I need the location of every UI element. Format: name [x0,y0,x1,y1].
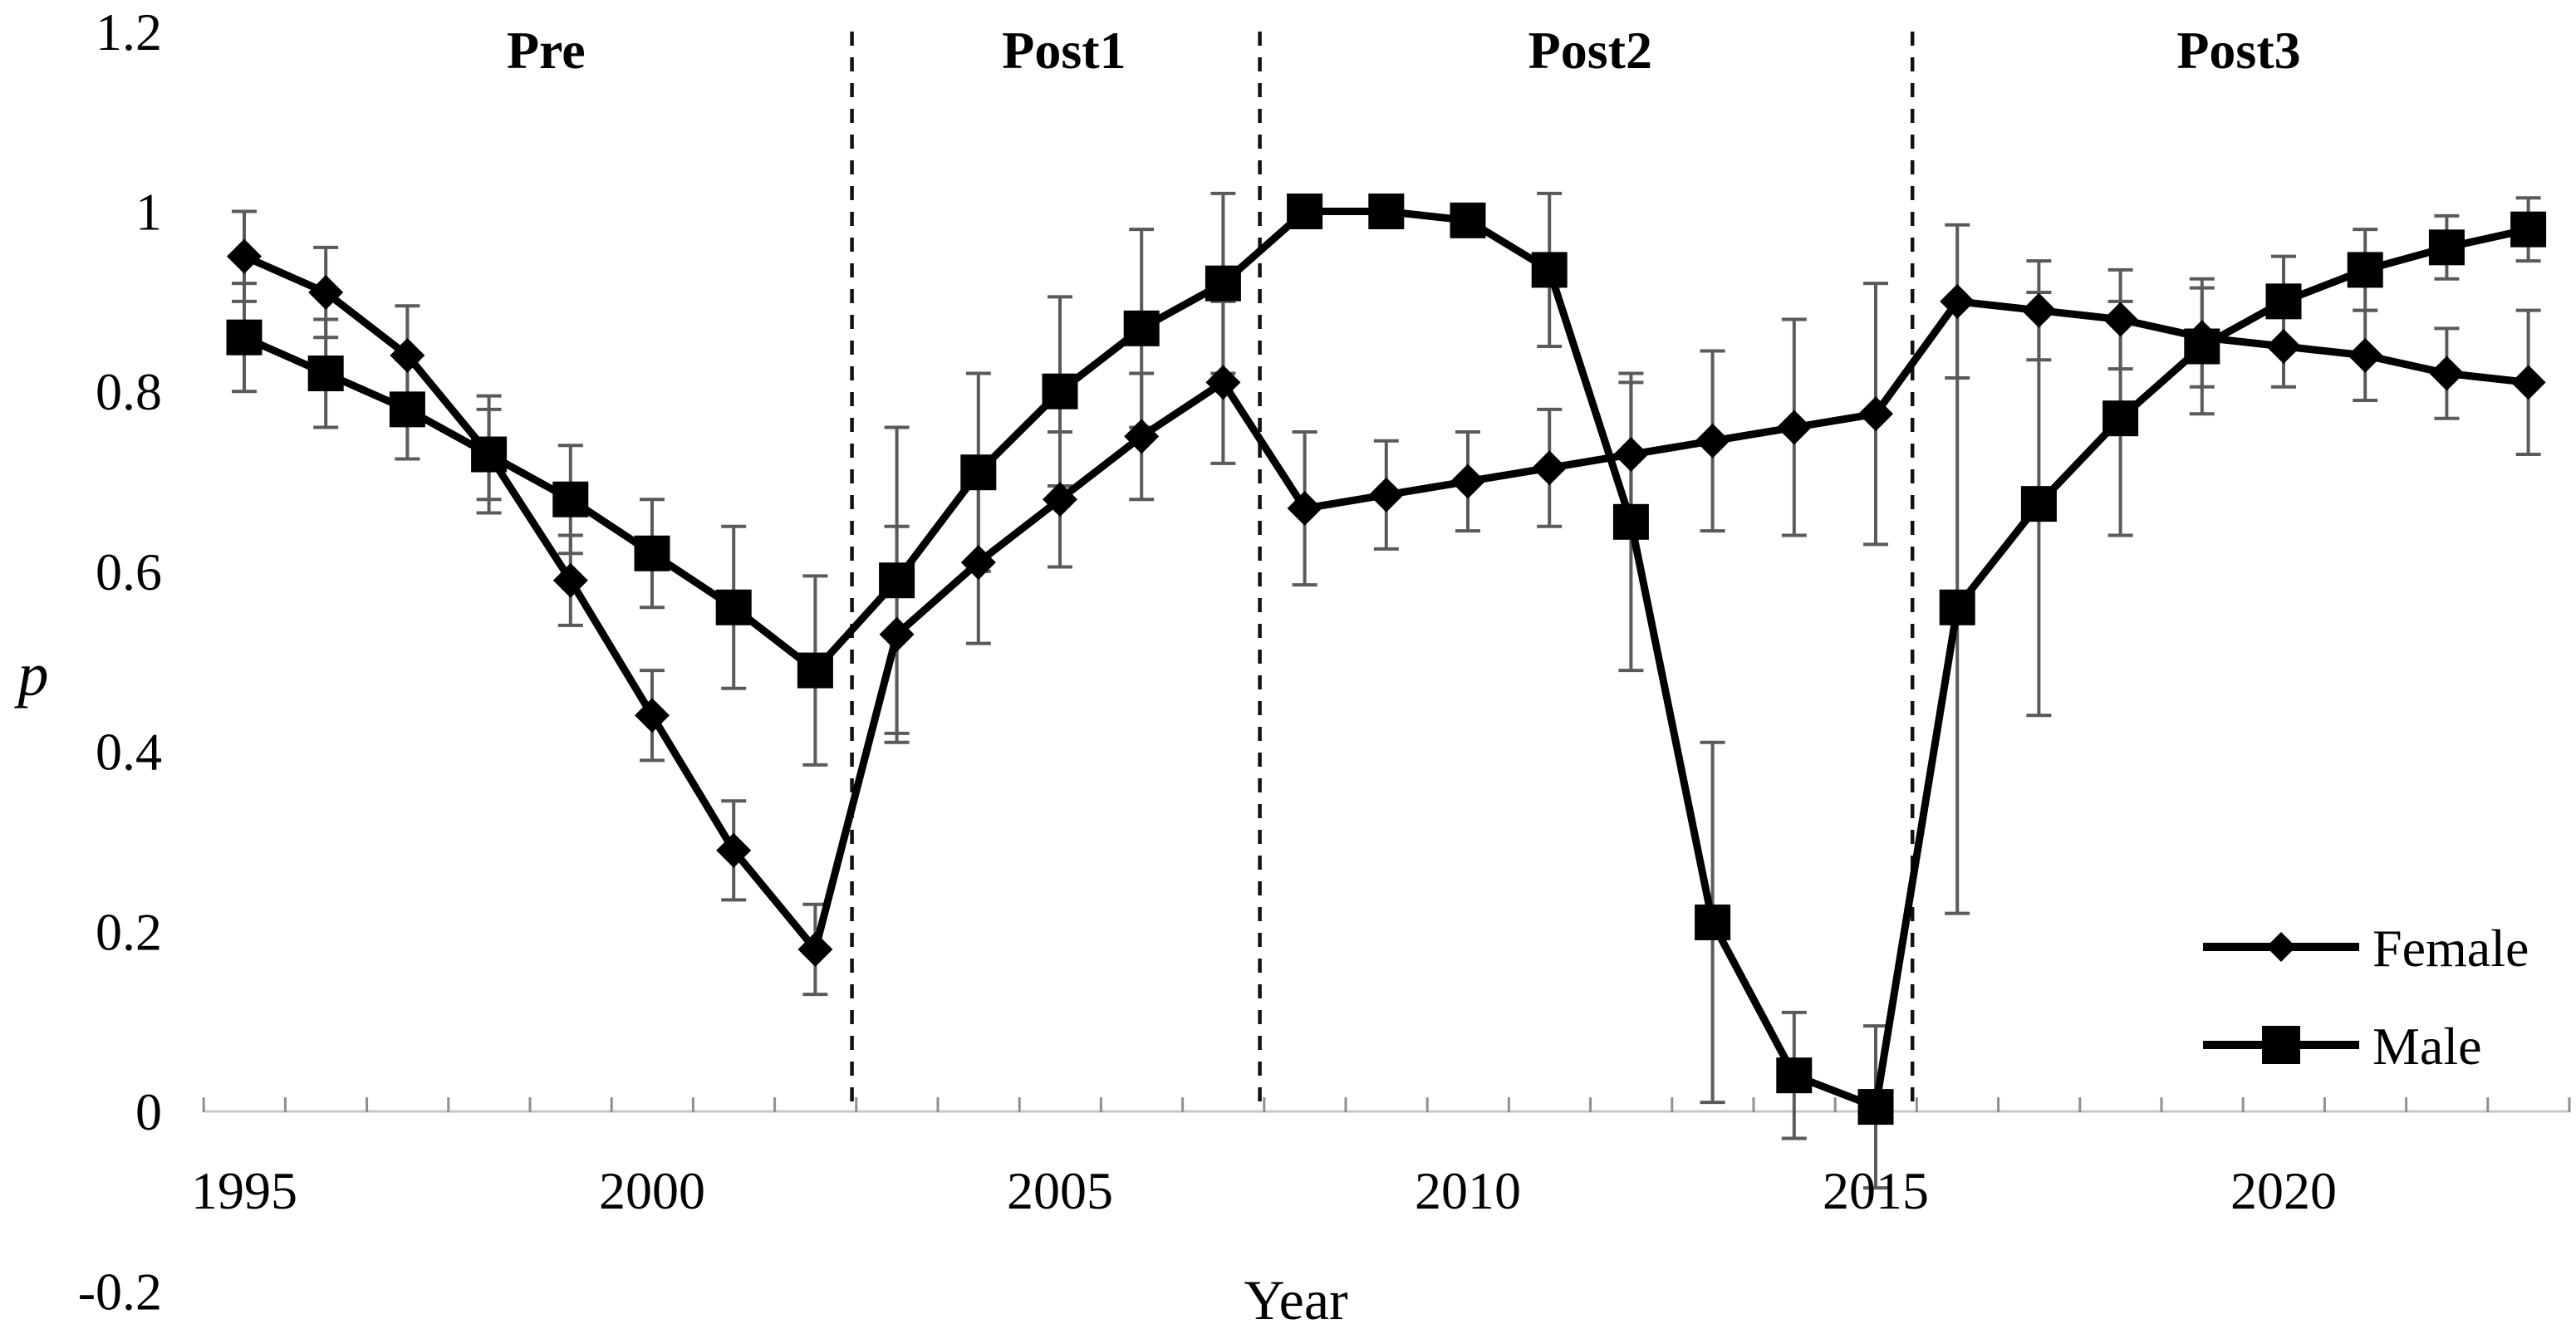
female-data-marker [635,698,670,733]
female-data-marker [2348,337,2383,373]
male-data-marker [1531,252,1568,288]
x-tick-label: 1995 [191,1161,297,1220]
male-data-marker [307,356,344,392]
female-data-marker [227,238,262,274]
male-data-marker [2428,229,2465,266]
x-tick-label: 2005 [1007,1161,1113,1220]
female-data-marker [2510,365,2546,400]
y-axis-title: p [14,641,49,709]
female-data-marker [716,832,752,868]
male-data-marker [2020,486,2057,522]
male-data-marker [1123,310,1160,346]
period-label: Post2 [1528,21,1652,80]
male-data-marker [1939,589,1975,625]
x-tick-label: 2020 [2230,1161,2337,1220]
male-data-marker [389,391,425,428]
period-label: Post3 [2176,21,2300,80]
female-data-marker [1776,410,1812,445]
female-data-marker [1858,396,1893,432]
female-data-marker [2266,329,2301,365]
female-data-marker [1124,419,1160,454]
male-data-marker [1042,373,1078,410]
female-data-marker [1695,423,1730,459]
x-tick-label: 2015 [1823,1161,1929,1220]
y-tick-label: 0.8 [96,362,162,421]
male-data-marker [879,562,915,599]
female-data-marker [879,616,915,652]
female-data-marker [2021,292,2057,328]
female-data-marker [1368,477,1404,513]
male-data-marker [797,652,833,689]
x-tick-label: 2010 [1415,1161,1521,1220]
female-data-marker [2429,356,2465,391]
female-data-marker [1205,365,1241,400]
y-tick-label: 0 [135,1082,162,1141]
legend-female-label: Female [2372,919,2529,978]
male-markers [226,194,2547,1126]
legend: Female Male [2203,919,2529,1076]
male-data-marker [1612,503,1649,540]
male-data-marker [1205,265,1241,302]
x-tick-label: 2000 [599,1161,705,1220]
x-axis-title: Year [1244,1268,1348,1330]
female-data-marker [797,931,833,967]
male-data-marker [2103,400,2139,437]
male-data-marker [552,481,589,517]
female-data-marker [552,562,588,598]
male-data-marker [471,436,508,473]
female-data-marker [2103,302,2138,337]
y-tick-label: -0.2 [78,1263,162,1322]
female-data-marker [1613,437,1649,473]
male-data-marker [2265,283,2302,320]
male-data-marker [2510,211,2547,248]
female-data-marker [1287,491,1322,527]
male-data-marker [2184,328,2220,365]
female-data-marker [308,275,344,311]
female-data-marker [1532,450,1568,486]
legend-square-icon [2262,1026,2300,1064]
male-data-marker [1368,194,1405,229]
female-data-marker [390,337,425,373]
period-label: Pre [507,21,586,80]
y-tick-label: 0.4 [96,723,162,782]
y-tick-label: 1.2 [96,2,162,61]
male-data-marker [1776,1057,1813,1094]
male-data-marker [634,535,670,571]
male-data-marker [1695,904,1731,940]
male-data-marker [2347,252,2383,288]
male-data-marker [1450,202,1486,238]
male-data-marker [960,454,997,491]
y-tick-label: 0.2 [96,902,162,961]
female-data-marker [1940,283,1975,319]
legend-male-label: Male [2372,1017,2482,1076]
female-data-marker [1043,482,1077,517]
male-data-marker [1287,194,1323,229]
male-data-marker [715,589,752,625]
legend-diamond-icon [2266,932,2296,962]
female-data-marker [960,545,996,581]
male-data-marker [1857,1089,1894,1126]
male-data-marker [226,319,263,356]
female-data-marker [1450,463,1485,499]
y-tick-label: 0.6 [96,542,162,601]
y-tick-label: 1 [135,183,162,242]
period-label: Post1 [1002,21,1126,80]
